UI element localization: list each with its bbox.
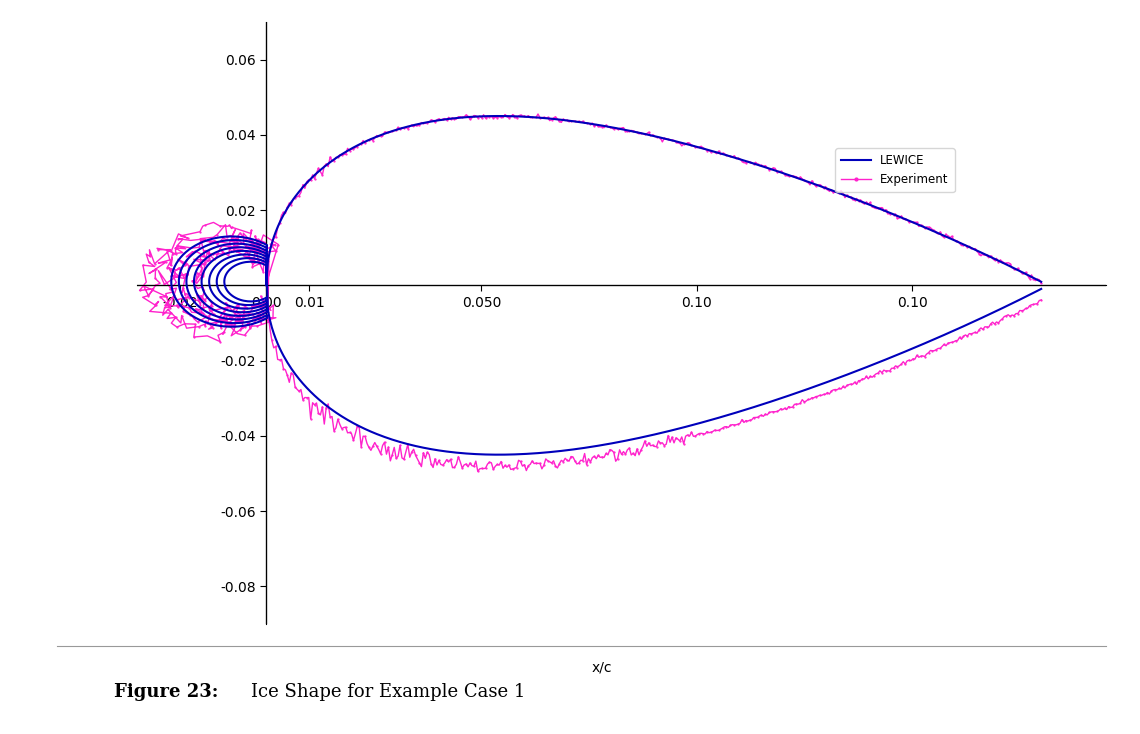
- Legend: LEWICE, Experiment: LEWICE, Experiment: [836, 148, 954, 192]
- Experiment: [471, 467, 484, 476]
- Line: LEWICE: LEWICE: [171, 116, 1041, 454]
- LEWICE: [246, 247, 260, 256]
- LEWICE: [492, 450, 506, 459]
- Experiment: [388, 443, 401, 452]
- Experiment: [531, 109, 545, 118]
- Line: Experiment: Experiment: [139, 113, 1042, 472]
- Experiment: [914, 221, 928, 230]
- LEWICE: [221, 301, 235, 310]
- LEWICE: [1034, 277, 1048, 286]
- X-axis label: x/c: x/c: [592, 660, 612, 674]
- LEWICE: [1034, 285, 1048, 294]
- Text: Figure 23:: Figure 23:: [114, 683, 219, 701]
- LEWICE: [252, 255, 266, 264]
- Text: Ice Shape for Example Case 1: Ice Shape for Example Case 1: [251, 683, 526, 701]
- LEWICE: [492, 112, 506, 120]
- LEWICE: [498, 450, 512, 459]
- Experiment: [283, 198, 296, 207]
- Experiment: [1034, 279, 1048, 288]
- LEWICE: [587, 120, 601, 128]
- Experiment: [1034, 296, 1048, 305]
- LEWICE: [879, 207, 893, 216]
- Experiment: [188, 321, 202, 330]
- Experiment: [743, 416, 757, 425]
- Experiment: [245, 302, 259, 311]
